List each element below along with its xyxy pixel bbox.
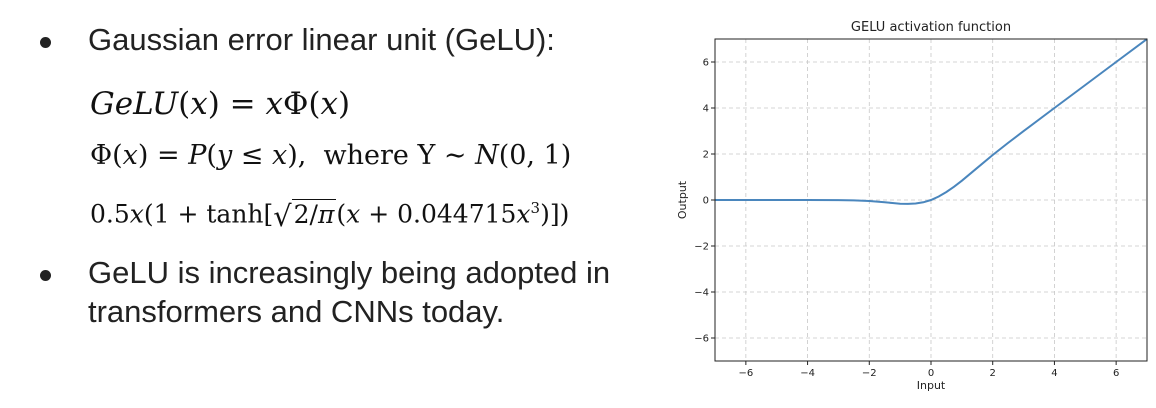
x-tick-label: 0 [928,368,934,379]
gelu-chart: GELU activation function −6 −4 −2 0 2 4 6 −6 −4… [676,20,1148,392]
bullet-item-1: Gaussian error linear unit (GeLU): [40,20,555,59]
bullet-dot [40,37,51,48]
x-tick-label: −6 [738,368,753,379]
bullet-text-2-line1: GeLU is increasingly being adopted in [88,255,611,290]
y-tick-label: −6 [694,334,709,345]
y-tick-label: −4 [694,288,709,299]
bullet-dot [40,270,51,281]
x-tick-label: 4 [1051,368,1057,379]
x-tick-label: 2 [990,368,996,379]
equation-phi: Φ(x) = P(y ≤ x), where Y ∼ N(0, 1) [90,140,572,171]
y-tick-label: 4 [703,104,709,115]
equation-gelu: GeLU(x) = xΦ(x) [90,86,351,122]
x-axis-label: Input [917,379,946,392]
y-tick-label: −2 [694,242,709,253]
series-line [715,38,1148,205]
chart-title: GELU activation function [851,20,1011,35]
bullet-item-2: GeLU is increasingly being adopted in tr… [40,253,610,331]
bullet-text-1: Gaussian error linear unit (GeLU): [88,22,555,57]
y-axis-label: Output [676,180,689,219]
equation-tanh-approx: 0.5x(1 + tanh[√2/π(x + 0.044715x3)]) [90,198,570,233]
y-tick-label: 2 [703,150,709,161]
y-tick-label: 6 [703,58,709,69]
bullet-text-2-line2: transformers and CNNs today. [88,294,505,329]
x-tick-label: −4 [800,368,815,379]
y-tick-label: 0 [703,196,709,207]
x-tick-label: −2 [862,368,877,379]
x-tick-label: 6 [1113,368,1119,379]
y-axis-ticks: −6 −4 −2 0 2 4 6 [694,58,715,345]
x-axis-ticks: −6 −4 −2 0 2 4 6 [738,361,1119,379]
